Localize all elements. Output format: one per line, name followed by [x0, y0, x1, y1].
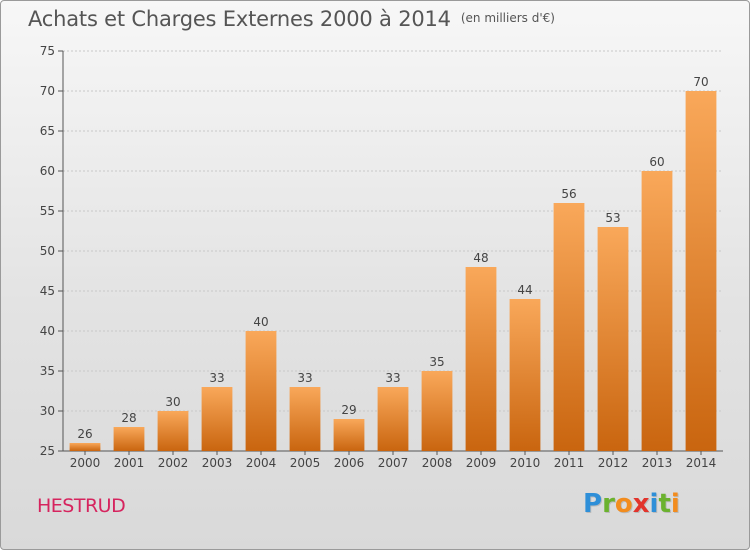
x-tick-label: 2013 [642, 456, 673, 470]
bar-2010 [509, 299, 541, 451]
x-tick-label: 2002 [158, 456, 189, 470]
bar-2006 [333, 419, 365, 451]
bar-2012 [597, 227, 629, 451]
x-tick-label: 2011 [554, 456, 585, 470]
x-tick-label: 2000 [70, 456, 101, 470]
bar-2007 [377, 387, 409, 451]
y-tick-label: 75 [40, 44, 55, 58]
bar-value-label: 33 [385, 371, 400, 385]
bar-2004 [245, 331, 277, 451]
bar-2013 [641, 171, 673, 451]
logo-letter: i [649, 489, 659, 519]
bar-2001 [113, 427, 145, 451]
bar-value-label: 53 [605, 211, 620, 225]
logo-letter: P [583, 489, 603, 519]
x-tick-label: 2005 [290, 456, 321, 470]
y-tick-label: 25 [40, 444, 55, 458]
bar-value-label: 60 [649, 155, 664, 169]
bar-value-label: 30 [165, 395, 180, 409]
bar-value-label: 44 [517, 283, 532, 297]
y-tick-label: 70 [40, 84, 55, 98]
x-tick-label: 2001 [114, 456, 145, 470]
logo-letter: o [614, 489, 633, 519]
bar-2008 [421, 371, 453, 451]
bar-2002 [157, 411, 189, 451]
y-tick-label: 30 [40, 404, 55, 418]
y-tick-label: 65 [40, 124, 55, 138]
bar-value-label: 33 [209, 371, 224, 385]
x-tick-label: 2008 [422, 456, 453, 470]
bar-2011 [553, 203, 585, 451]
bar-value-label: 29 [341, 403, 356, 417]
y-tick-label: 40 [40, 324, 55, 338]
x-tick-label: 2012 [598, 456, 629, 470]
chart-title: Achats et Charges Externes 2000 à 2014 (e… [28, 7, 555, 31]
x-tick-label: 2010 [510, 456, 541, 470]
proxiti-logo[interactable]: Proxiti [583, 489, 680, 519]
bar-value-label: 28 [121, 411, 136, 425]
logo-letter: t [658, 489, 671, 519]
bar-value-label: 70 [693, 75, 708, 89]
bar-2005 [289, 387, 321, 451]
y-tick-label: 60 [40, 164, 55, 178]
bar-value-label: 48 [473, 251, 488, 265]
y-tick-label: 35 [40, 364, 55, 378]
y-tick-label: 55 [40, 204, 55, 218]
bar-value-label: 56 [561, 187, 576, 201]
logo-letter: r [602, 489, 615, 519]
bars [69, 91, 717, 451]
logo-letter: i [670, 489, 680, 519]
x-tick-label: 2009 [466, 456, 497, 470]
bar-2014 [685, 91, 717, 451]
bar-value-label: 26 [77, 427, 92, 441]
y-tick-label: 50 [40, 244, 55, 258]
y-tick-label: 45 [40, 284, 55, 298]
bar-2000 [69, 443, 101, 451]
x-tick-label: 2004 [246, 456, 277, 470]
bar-value-label: 40 [253, 315, 268, 329]
x-tick-label: 2003 [202, 456, 233, 470]
bar-2003 [201, 387, 233, 451]
chart-title-text: Achats et Charges Externes 2000 à 2014 [28, 7, 451, 31]
x-tick-label: 2007 [378, 456, 409, 470]
bar-2009 [465, 267, 497, 451]
chart-unit: (en milliers d'€) [460, 11, 555, 25]
logo-letter: x [632, 489, 650, 519]
bar-value-label: 35 [429, 355, 444, 369]
x-tick-label: 2014 [686, 456, 717, 470]
bar-value-label: 33 [297, 371, 312, 385]
place-name: HESTRUD [37, 495, 126, 517]
labels: 25 30 35 40 45 50 55 60 65 70 75 26 2000 28 2001 30 2002… [40, 44, 717, 470]
x-tick-label: 2006 [334, 456, 365, 470]
